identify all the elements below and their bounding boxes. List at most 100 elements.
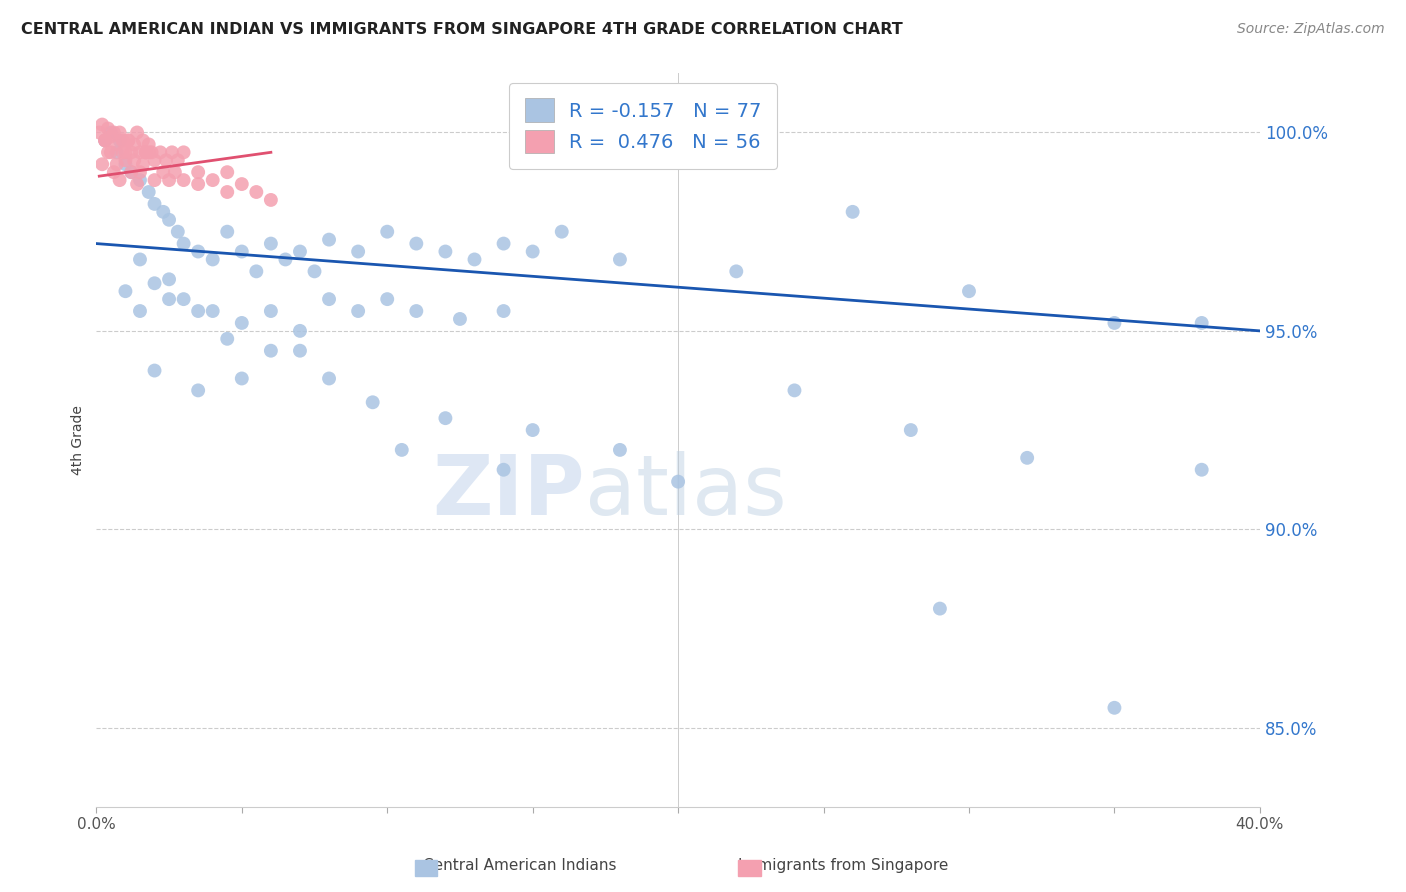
- Point: [288, 324, 311, 338]
- Point: [122, 153, 145, 168]
- Point: [152, 165, 174, 179]
- Text: CENTRAL AMERICAN INDIAN VS IMMIGRANTS FROM SINGAPORE 4TH GRADE CORRELATION CHART: CENTRAL AMERICAN INDIAN VS IMMIGRANTS FR…: [21, 22, 903, 37]
- Point: [173, 292, 195, 306]
- Point: [94, 133, 117, 147]
- Point: [163, 165, 186, 179]
- Point: [492, 236, 515, 251]
- Point: [114, 157, 136, 171]
- Point: [114, 145, 136, 160]
- Point: [463, 252, 485, 267]
- Point: [138, 145, 160, 160]
- Point: [347, 244, 370, 259]
- Point: [187, 384, 209, 398]
- Point: [231, 371, 253, 385]
- Text: atlas: atlas: [585, 450, 787, 532]
- Point: [152, 204, 174, 219]
- Point: [260, 193, 283, 207]
- Point: [105, 157, 128, 171]
- Point: [405, 236, 427, 251]
- Point: [157, 173, 180, 187]
- Point: [120, 165, 142, 179]
- Point: [100, 129, 122, 144]
- Point: [111, 145, 134, 160]
- Point: [89, 126, 111, 140]
- Point: [245, 264, 267, 278]
- Point: [375, 225, 398, 239]
- Point: [304, 264, 326, 278]
- Point: [260, 304, 283, 318]
- Point: [231, 177, 253, 191]
- Point: [135, 145, 157, 160]
- Point: [108, 126, 131, 140]
- Legend: R = -0.157   N = 77, R =  0.476   N = 56: R = -0.157 N = 77, R = 0.476 N = 56: [509, 83, 778, 169]
- Point: [129, 165, 152, 179]
- Point: [201, 252, 224, 267]
- Point: [120, 165, 142, 179]
- Point: [143, 173, 166, 187]
- Point: [957, 284, 980, 298]
- Point: [260, 236, 283, 251]
- Point: [143, 197, 166, 211]
- Point: [173, 173, 195, 187]
- Point: [666, 475, 689, 489]
- Point: [173, 236, 195, 251]
- Point: [347, 304, 370, 318]
- Point: [149, 145, 172, 160]
- Point: [94, 133, 117, 147]
- Point: [187, 304, 209, 318]
- Point: [166, 153, 188, 168]
- Point: [138, 185, 160, 199]
- Point: [231, 244, 253, 259]
- Point: [260, 343, 283, 358]
- Point: [143, 363, 166, 377]
- Point: [217, 165, 239, 179]
- Point: [1017, 450, 1039, 465]
- Point: [100, 145, 122, 160]
- Point: [217, 185, 239, 199]
- Point: [449, 312, 471, 326]
- Point: [783, 384, 806, 398]
- Point: [318, 292, 340, 306]
- Point: [108, 133, 131, 147]
- Point: [201, 304, 224, 318]
- Point: [135, 145, 157, 160]
- Y-axis label: 4th Grade: 4th Grade: [72, 405, 86, 475]
- Point: [103, 165, 125, 179]
- Point: [114, 284, 136, 298]
- Point: [245, 185, 267, 199]
- Point: [117, 133, 139, 147]
- Point: [405, 304, 427, 318]
- Point: [141, 145, 163, 160]
- Point: [492, 304, 515, 318]
- Point: [1191, 463, 1213, 477]
- Point: [217, 225, 239, 239]
- Point: [841, 204, 863, 219]
- Point: [187, 244, 209, 259]
- Point: [157, 212, 180, 227]
- Point: [160, 145, 183, 160]
- Point: [114, 153, 136, 168]
- Point: [108, 173, 131, 187]
- Text: Source: ZipAtlas.com: Source: ZipAtlas.com: [1237, 22, 1385, 37]
- Point: [173, 145, 195, 160]
- Point: [166, 225, 188, 239]
- Point: [125, 126, 148, 140]
- Point: [117, 133, 139, 147]
- Point: [288, 244, 311, 259]
- Point: [120, 145, 142, 160]
- Point: [132, 133, 155, 147]
- Point: [125, 177, 148, 191]
- Point: [375, 292, 398, 306]
- Point: [122, 137, 145, 152]
- Point: [391, 442, 413, 457]
- Point: [157, 272, 180, 286]
- Point: [143, 277, 166, 291]
- Point: [129, 304, 152, 318]
- Point: [155, 153, 177, 168]
- Point: [1104, 316, 1126, 330]
- Point: [551, 225, 574, 239]
- Point: [97, 145, 120, 160]
- Point: [129, 173, 152, 187]
- Point: [288, 343, 311, 358]
- Point: [111, 133, 134, 147]
